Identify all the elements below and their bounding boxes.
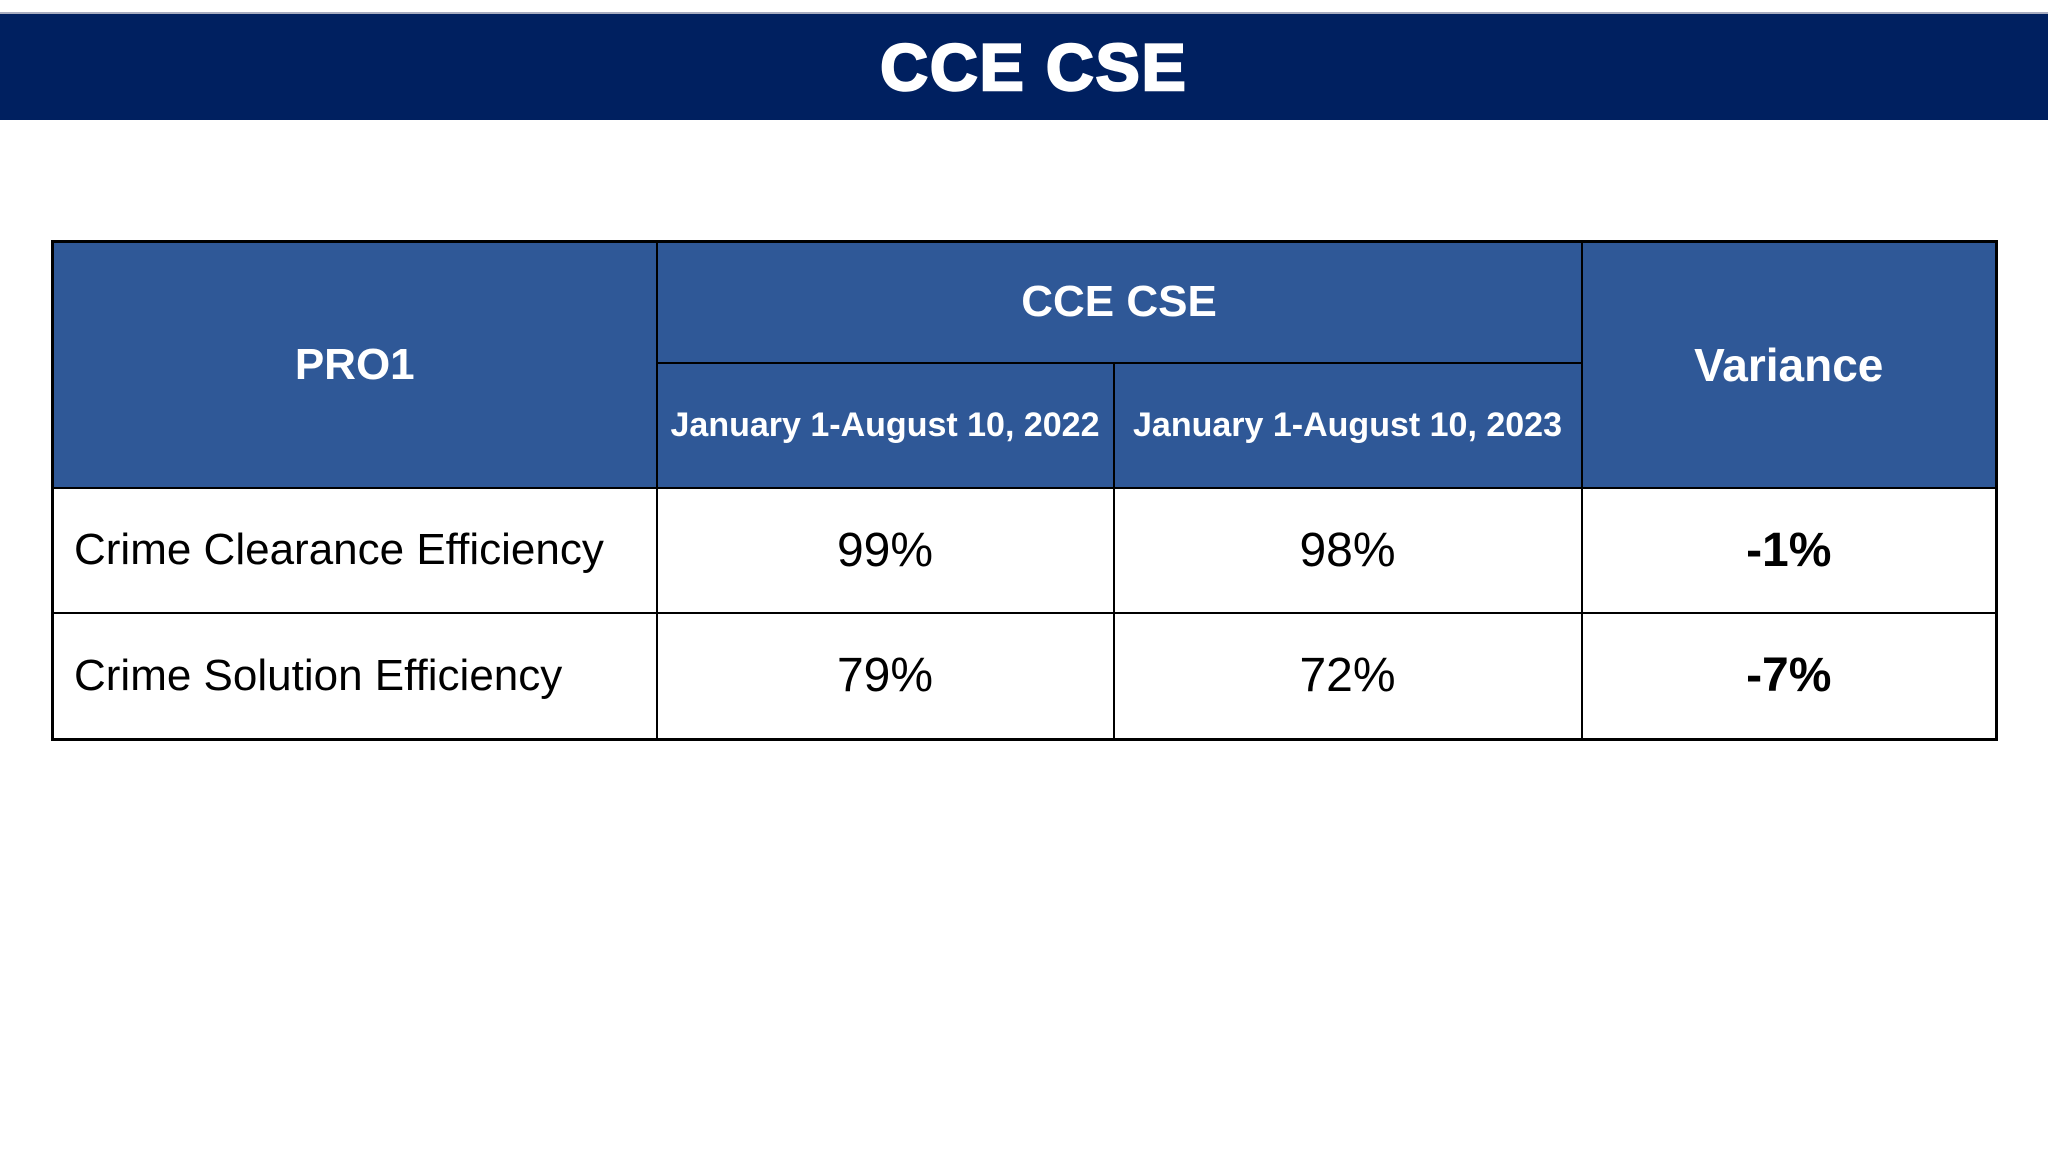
- variance-value: -7%: [1580, 611, 1998, 741]
- table-row: Crime Clearance Efficiency 99% 98% -1%: [51, 486, 1998, 614]
- column-header-period-2022: January 1-August 10, 2022: [655, 361, 1115, 489]
- value-2022: 79%: [655, 611, 1115, 741]
- metric-label: Crime Clearance Efficiency: [51, 486, 658, 614]
- value-2022: 99%: [655, 486, 1115, 614]
- table-row: Crime Solution Efficiency 79% 72% -7%: [51, 611, 1998, 741]
- title-banner: CCE CSE: [0, 12, 2048, 120]
- value-2023: 98%: [1112, 486, 1583, 614]
- page-title: CCE CSE: [879, 30, 1188, 104]
- variance-value: -1%: [1580, 486, 1998, 614]
- column-header-variance: Variance: [1580, 240, 1998, 489]
- table-header-row-top: PRO1 CCE CSE Variance: [51, 240, 1998, 489]
- column-header-period-2023: January 1-August 10, 2023: [1112, 361, 1583, 489]
- efficiency-table: PRO1 CCE CSE Variance January 1-August 1…: [51, 240, 1998, 741]
- table-header-row-periods: January 1-August 10, 2022 January 1-Augu…: [53, 361, 1997, 489]
- column-header-pro1: PRO1: [51, 240, 658, 489]
- column-group-header-cce-cse: CCE CSE: [655, 240, 1583, 364]
- value-2023: 72%: [1112, 611, 1583, 741]
- metric-label: Crime Solution Efficiency: [51, 611, 658, 741]
